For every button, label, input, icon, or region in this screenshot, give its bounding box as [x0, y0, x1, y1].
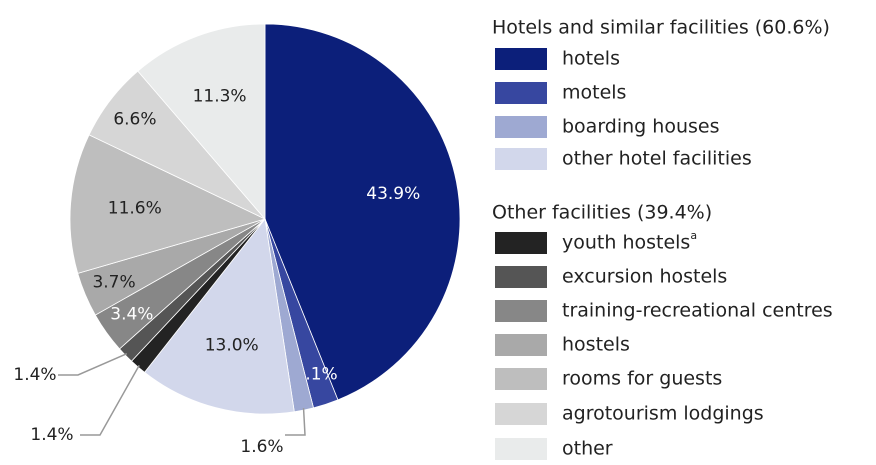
legend-swatch	[495, 334, 547, 356]
legend-group-title: Hotels and similar facilities (60.6%)	[492, 17, 830, 39]
pie-slice	[264, 23, 461, 401]
value-label: 11.3%	[193, 86, 247, 106]
pie-slice	[137, 23, 266, 221]
legend-swatch	[495, 438, 547, 460]
footnote-mark: a	[690, 229, 697, 242]
value-label: 1.4%	[30, 425, 73, 445]
leader-line	[80, 364, 140, 436]
legend-label: youth hostelsa	[562, 229, 697, 254]
leader-line	[58, 353, 128, 376]
legend-group-title: Other facilities (39.4%)	[492, 202, 712, 224]
pie-slice	[69, 134, 267, 274]
legend-swatch	[495, 148, 547, 170]
value-label: 1.6%	[240, 437, 283, 457]
legend-swatch	[495, 232, 547, 254]
legend-label: other hotel facilities	[562, 148, 752, 170]
legend-label: hostels	[562, 334, 630, 356]
legend-swatch	[495, 266, 547, 288]
legend-label: excursion hostels	[562, 266, 727, 288]
value-label: 3.7%	[92, 273, 135, 293]
legend-swatch	[495, 48, 547, 70]
value-label: 6.6%	[113, 109, 156, 129]
value-label: 43.9%	[366, 184, 420, 204]
leader-line	[285, 408, 306, 436]
legend-label: motels	[562, 82, 626, 104]
legend-swatch	[495, 403, 547, 425]
legend-label: rooms for guests	[562, 368, 722, 390]
legend-label: training-recreational centres	[562, 300, 833, 322]
legend-label: other	[562, 438, 613, 460]
value-label: 13.0%	[205, 335, 259, 355]
value-label: 11.6%	[108, 198, 162, 218]
value-label: 1.4%	[13, 365, 56, 385]
legend-label: agrotourism lodgings	[562, 403, 764, 425]
legend-swatch	[495, 116, 547, 138]
legend-swatch	[495, 368, 547, 390]
legend-swatch	[495, 82, 547, 104]
pie-slice	[143, 218, 295, 415]
legend-swatch	[495, 300, 547, 322]
legend-label: boarding houses	[562, 116, 719, 138]
value-label: 3.4%	[110, 304, 153, 324]
legend-label: hotels	[562, 48, 620, 70]
